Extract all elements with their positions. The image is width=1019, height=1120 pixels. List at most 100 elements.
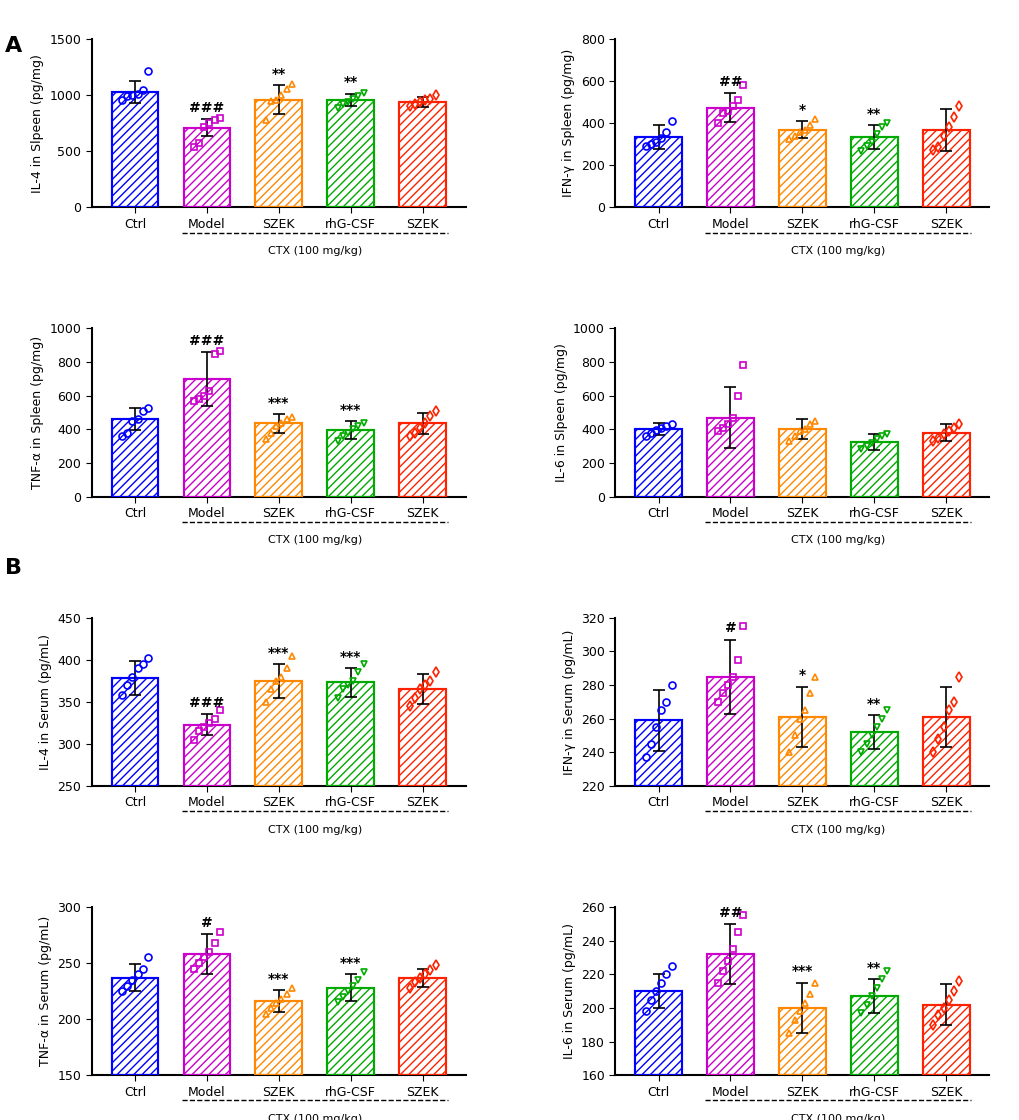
Text: A: A [5, 36, 22, 56]
Bar [635, 429, 682, 496]
Bar [922, 432, 969, 496]
Bar [327, 988, 374, 1075]
Bar [111, 419, 158, 496]
Bar [398, 102, 445, 207]
Bar [779, 717, 825, 786]
Text: ###: ### [190, 101, 224, 115]
Bar [850, 732, 897, 786]
Bar [398, 978, 445, 1075]
Bar [706, 418, 753, 496]
Bar [706, 418, 753, 496]
Text: ***: *** [791, 964, 812, 979]
Bar [183, 954, 230, 1075]
Bar [922, 130, 969, 207]
Bar [779, 1008, 825, 1075]
Text: **: ** [271, 67, 285, 81]
Bar [327, 682, 374, 786]
Bar [779, 717, 825, 786]
Bar [922, 717, 969, 786]
Bar [922, 130, 969, 207]
Text: ###: ### [190, 697, 224, 710]
Text: CTX (100 mg/kg): CTX (100 mg/kg) [791, 535, 884, 545]
Bar [398, 689, 445, 786]
Bar [255, 681, 302, 786]
Bar [255, 1001, 302, 1075]
Bar [922, 1005, 969, 1075]
Y-axis label: TNF-α in Spleen (pg/mg): TNF-α in Spleen (pg/mg) [31, 336, 44, 489]
Text: ***: *** [268, 646, 289, 660]
Bar [635, 991, 682, 1075]
Text: ***: *** [268, 396, 289, 410]
Bar [255, 100, 302, 207]
Text: ***: *** [339, 403, 361, 417]
Bar [111, 978, 158, 1075]
Bar [850, 137, 897, 207]
Bar [779, 1008, 825, 1075]
Bar [706, 676, 753, 786]
Bar [635, 991, 682, 1075]
Y-axis label: IFN-γ in Serum (pg/mL): IFN-γ in Serum (pg/mL) [562, 629, 575, 775]
Bar [779, 429, 825, 496]
Bar [111, 92, 158, 207]
Bar [183, 128, 230, 207]
Bar [706, 676, 753, 786]
Bar [779, 429, 825, 496]
Bar [779, 429, 825, 496]
Bar [706, 954, 753, 1075]
Bar [922, 432, 969, 496]
Bar [850, 137, 897, 207]
Bar [850, 732, 897, 786]
Bar [255, 1001, 302, 1075]
Bar [635, 137, 682, 207]
Text: CTX (100 mg/kg): CTX (100 mg/kg) [267, 1114, 362, 1120]
Text: CTX (100 mg/kg): CTX (100 mg/kg) [791, 824, 884, 834]
Bar [398, 689, 445, 786]
Bar [398, 102, 445, 207]
Bar [327, 100, 374, 207]
Bar [398, 423, 445, 496]
Bar [398, 423, 445, 496]
Text: CTX (100 mg/kg): CTX (100 mg/kg) [267, 246, 362, 256]
Bar [255, 423, 302, 496]
Y-axis label: IFN-γ in Spleen (pg/mg): IFN-γ in Spleen (pg/mg) [561, 49, 575, 197]
Bar [183, 725, 230, 786]
Bar [706, 108, 753, 207]
Text: *: * [798, 669, 805, 682]
Bar [706, 954, 753, 1075]
Bar [922, 130, 969, 207]
Bar [183, 725, 230, 786]
Bar [183, 128, 230, 207]
Bar [327, 682, 374, 786]
Bar [635, 137, 682, 207]
Bar [111, 419, 158, 496]
Y-axis label: IL-6 in Slpeen (pg/mg): IL-6 in Slpeen (pg/mg) [554, 343, 567, 482]
Bar [183, 954, 230, 1075]
Bar [111, 978, 158, 1075]
Bar [327, 100, 374, 207]
Bar [327, 430, 374, 496]
Bar [111, 978, 158, 1075]
Text: ###: ### [190, 334, 224, 348]
Bar [779, 130, 825, 207]
Bar [183, 379, 230, 496]
Bar [327, 430, 374, 496]
Bar [922, 432, 969, 496]
Bar [327, 988, 374, 1075]
Bar [398, 423, 445, 496]
Bar [635, 991, 682, 1075]
Bar [850, 996, 897, 1075]
Bar [183, 379, 230, 496]
Bar [327, 430, 374, 496]
Bar [850, 137, 897, 207]
Bar [255, 100, 302, 207]
Bar [398, 689, 445, 786]
Bar [255, 423, 302, 496]
Y-axis label: TNF-α in Serum (pg/mL): TNF-α in Serum (pg/mL) [39, 916, 52, 1066]
Bar [779, 1008, 825, 1075]
Bar [850, 442, 897, 496]
Text: CTX (100 mg/kg): CTX (100 mg/kg) [791, 246, 884, 256]
Bar [398, 102, 445, 207]
Bar [183, 128, 230, 207]
Bar [111, 679, 158, 786]
Bar [327, 682, 374, 786]
